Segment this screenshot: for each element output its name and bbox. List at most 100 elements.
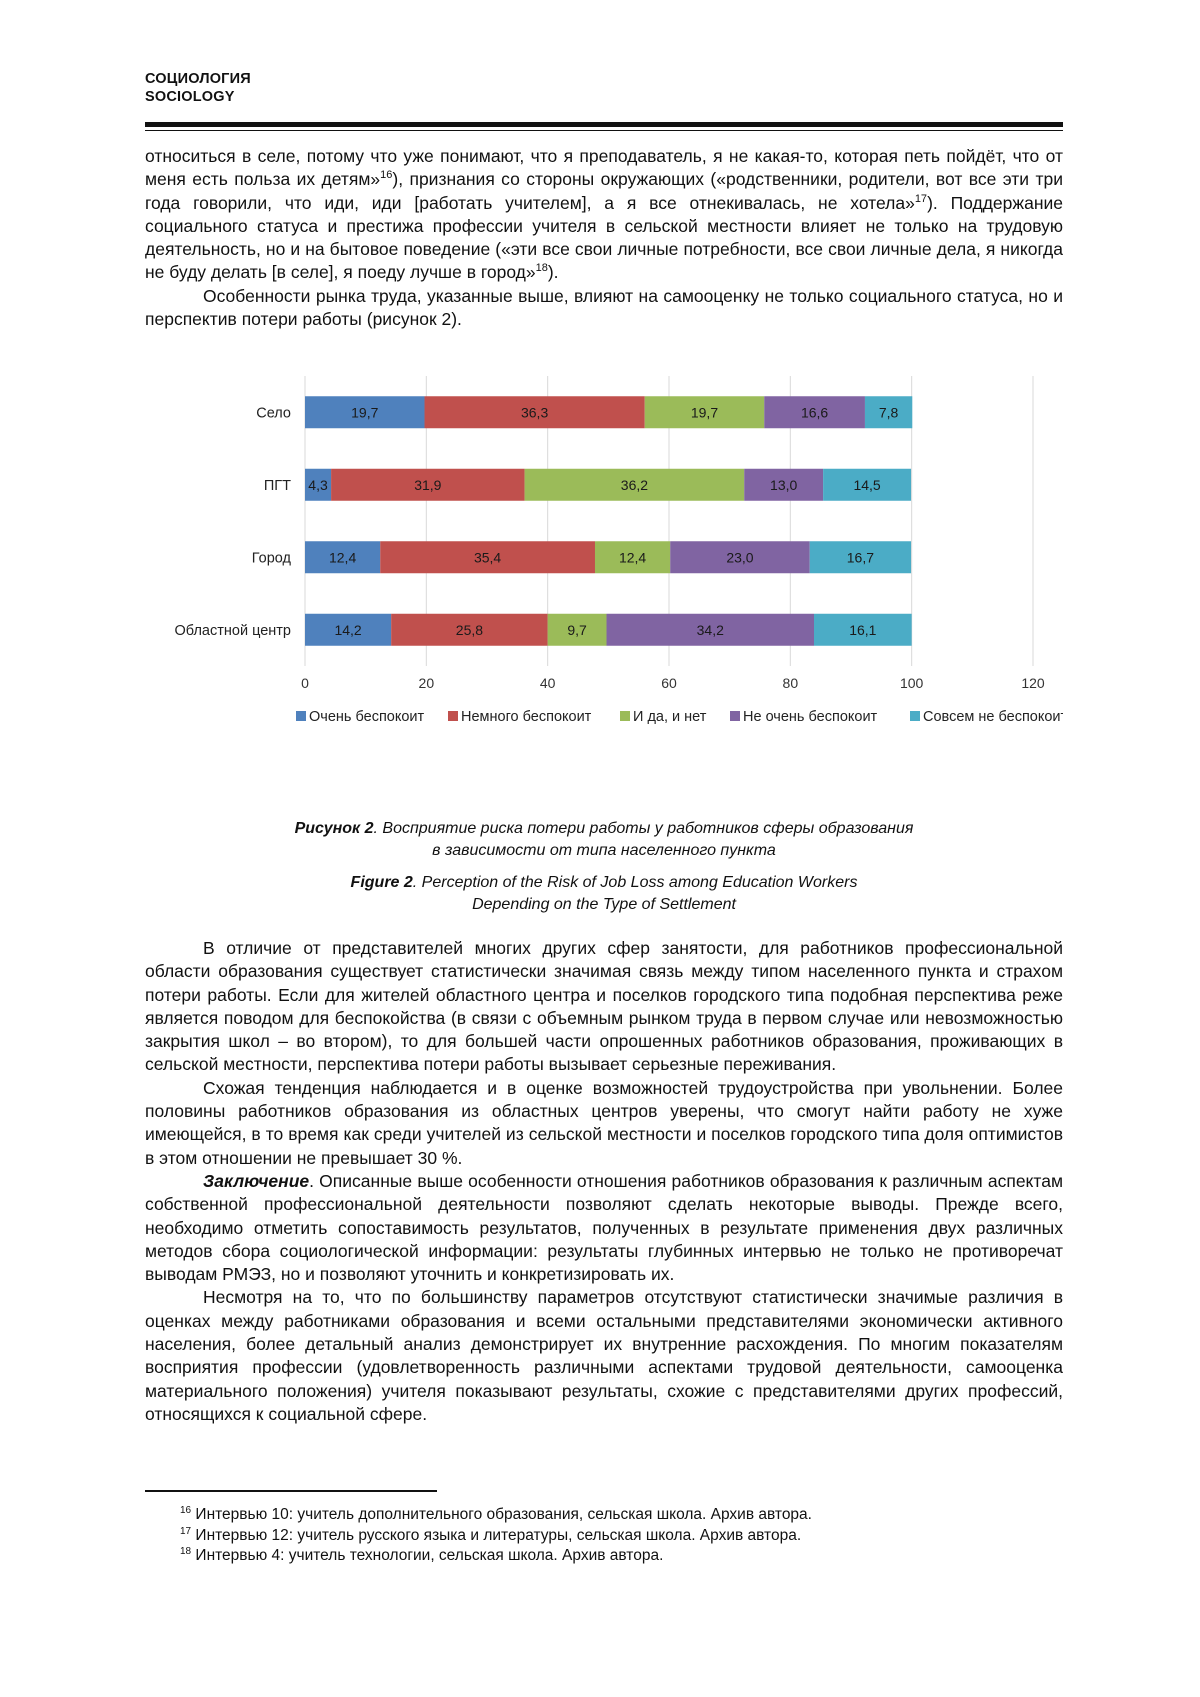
- footnote-text: Интервью 4: учитель технологии, сельская…: [191, 1547, 664, 1564]
- footnote-number: 18: [180, 1545, 192, 1557]
- data-label: 16,1: [849, 622, 876, 638]
- x-tick-label: 0: [301, 675, 309, 691]
- bar-segment: [670, 541, 810, 574]
- body-text-top: относиться в селе, потому что уже понима…: [145, 145, 1063, 331]
- data-label: 25,8: [456, 622, 483, 638]
- bar-segment: [524, 468, 745, 501]
- footnote-number: 17: [180, 1525, 192, 1537]
- bar-segment: [305, 541, 381, 574]
- category-label: Город: [252, 550, 292, 566]
- footnote-number: 16: [180, 1504, 192, 1516]
- category-label: Село: [256, 405, 291, 421]
- figure-title-ru-line2: в зависимости от типа населенного пункта: [432, 842, 776, 859]
- body-text-bottom: В отличие от представителей многих други…: [145, 937, 1063, 1426]
- data-label: 7,8: [879, 404, 899, 420]
- legend-swatch: [730, 711, 740, 721]
- data-label: 34,2: [697, 622, 724, 638]
- paragraph-6: Несмотря на то, что по большинству парам…: [145, 1287, 1063, 1424]
- footnote-text: Интервью 10: учитель дополнительного обр…: [191, 1506, 812, 1523]
- footnote-ref-18: 18: [535, 262, 548, 275]
- legend-swatch: [448, 711, 458, 721]
- data-label: 9,7: [567, 622, 587, 638]
- paragraph-5: Заключение. Описанные выше особенности о…: [145, 1170, 1063, 1286]
- footnote-separator: [145, 1490, 437, 1492]
- bar-segment: [424, 396, 645, 429]
- data-label: 36,2: [621, 477, 648, 493]
- paragraph-1: относиться в селе, потому что уже понима…: [145, 145, 1063, 285]
- data-label: 13,0: [770, 477, 797, 493]
- data-label: 12,4: [329, 549, 356, 565]
- footnote-16: 16 Интервью 10: учитель дополнительного …: [180, 1505, 812, 1526]
- data-label: 4,3: [308, 477, 328, 493]
- bar-segment: [391, 613, 548, 646]
- footnote-text: Интервью 12: учитель русского языка и ли…: [191, 1526, 802, 1544]
- data-label: 23,0: [726, 549, 753, 565]
- x-tick-label: 20: [419, 675, 435, 691]
- data-label: 35,4: [474, 549, 501, 565]
- data-label: 16,6: [801, 404, 828, 420]
- journal-section-en: SOCIOLOGY: [145, 89, 235, 105]
- figure-caption-en: Figure 2. Perception of the Risk of Job …: [145, 872, 1063, 916]
- data-label: 14,5: [853, 477, 880, 493]
- paragraph-4: Схожая тенденция наблюдается и в оценке …: [145, 1077, 1063, 1168]
- legend-label: Очень беспокоит: [309, 709, 425, 725]
- x-tick-label: 80: [783, 675, 799, 691]
- category-label: Областной центр: [175, 623, 291, 639]
- bar-segment: [380, 541, 595, 574]
- footnote-ref-17: 17: [914, 192, 928, 205]
- paragraph-1-part-c: ). Поддержание социального статуса и пре…: [145, 192, 1063, 283]
- data-label: 16,7: [847, 549, 874, 565]
- data-label: 12,4: [619, 549, 646, 565]
- data-label: 31,9: [414, 477, 441, 493]
- footnotes: 16 Интервью 10: учитель дополнительного …: [180, 1505, 812, 1567]
- paragraph-1-part-d: ).: [547, 262, 559, 283]
- legend-label: Совсем не беспокоит: [923, 709, 1063, 725]
- legend-label: Не очень беспокоит: [743, 709, 878, 725]
- bar-segment: [606, 613, 814, 646]
- legend-swatch: [296, 711, 306, 721]
- paragraph-1-part-b: ), признания со стороны окружающих («род…: [145, 169, 1063, 213]
- bar-segment: [305, 468, 332, 501]
- data-label: 19,7: [351, 404, 378, 420]
- legend-swatch: [910, 711, 920, 721]
- footnote-17: 17 Интервью 12: учитель русского языка и…: [180, 1526, 812, 1547]
- bar-segment: [644, 396, 765, 429]
- stacked-bar-chart: 0 20 40 60 80 100 120 Село 19,7 36,3 19,7 16,6 7,8 ПГ…: [175, 376, 1063, 725]
- bar-segment: [305, 613, 392, 646]
- bar-segment: [305, 396, 425, 429]
- x-tick-label: 40: [540, 675, 556, 691]
- x-tick-label: 100: [900, 675, 924, 691]
- figure-label-ru: Рисунок 2: [294, 820, 374, 837]
- bar-segment: [744, 468, 824, 501]
- paragraph-3: В отличие от представителей многих други…: [145, 938, 1063, 1075]
- footnote-18: 18 Интервью 4: учитель технологии, сельс…: [180, 1546, 812, 1567]
- data-label: 19,7: [691, 404, 718, 420]
- journal-header: СОЦИОЛОГИЯ SOCIOLOGY: [145, 70, 251, 106]
- header-rule-thin: [145, 130, 1063, 131]
- journal-section-ru: СОЦИОЛОГИЯ: [145, 71, 251, 87]
- bar-segment: [813, 613, 912, 646]
- figure-title-en-line1: . Perception of the Risk of Job Loss amo…: [412, 874, 858, 891]
- legend-label: И да, и нет: [633, 709, 707, 725]
- bar-segment: [331, 468, 525, 501]
- bar-segment: [864, 396, 913, 429]
- data-label: 36,3: [521, 404, 548, 420]
- category-label: ПГТ: [264, 478, 291, 494]
- figure-caption-ru: Рисунок 2. Восприятие риска потери работ…: [145, 818, 1063, 862]
- paragraph-5-text: . Описанные выше особенности отношения р…: [145, 1170, 1063, 1285]
- legend-swatch: [620, 711, 630, 721]
- bar-segment: [764, 396, 865, 429]
- figure-title-en-line2: Depending on the Type of Settlement: [472, 896, 736, 913]
- legend-label: Немного беспокоит: [461, 709, 592, 725]
- conclusion-heading: Заключение: [203, 1170, 310, 1191]
- data-label: 14,2: [334, 622, 361, 638]
- footnote-ref-16: 16: [380, 169, 393, 182]
- bar-segment: [809, 541, 912, 574]
- figure-label-en: Figure 2: [350, 874, 413, 891]
- bar-segment: [823, 468, 912, 501]
- figure-title-ru-line1: . Восприятие риска потери работы у работ…: [373, 820, 914, 837]
- bar-segment: [547, 613, 607, 646]
- x-tick-label: 120: [1021, 675, 1045, 691]
- header-rule-thick: [145, 122, 1063, 127]
- bar-segment: [594, 541, 671, 574]
